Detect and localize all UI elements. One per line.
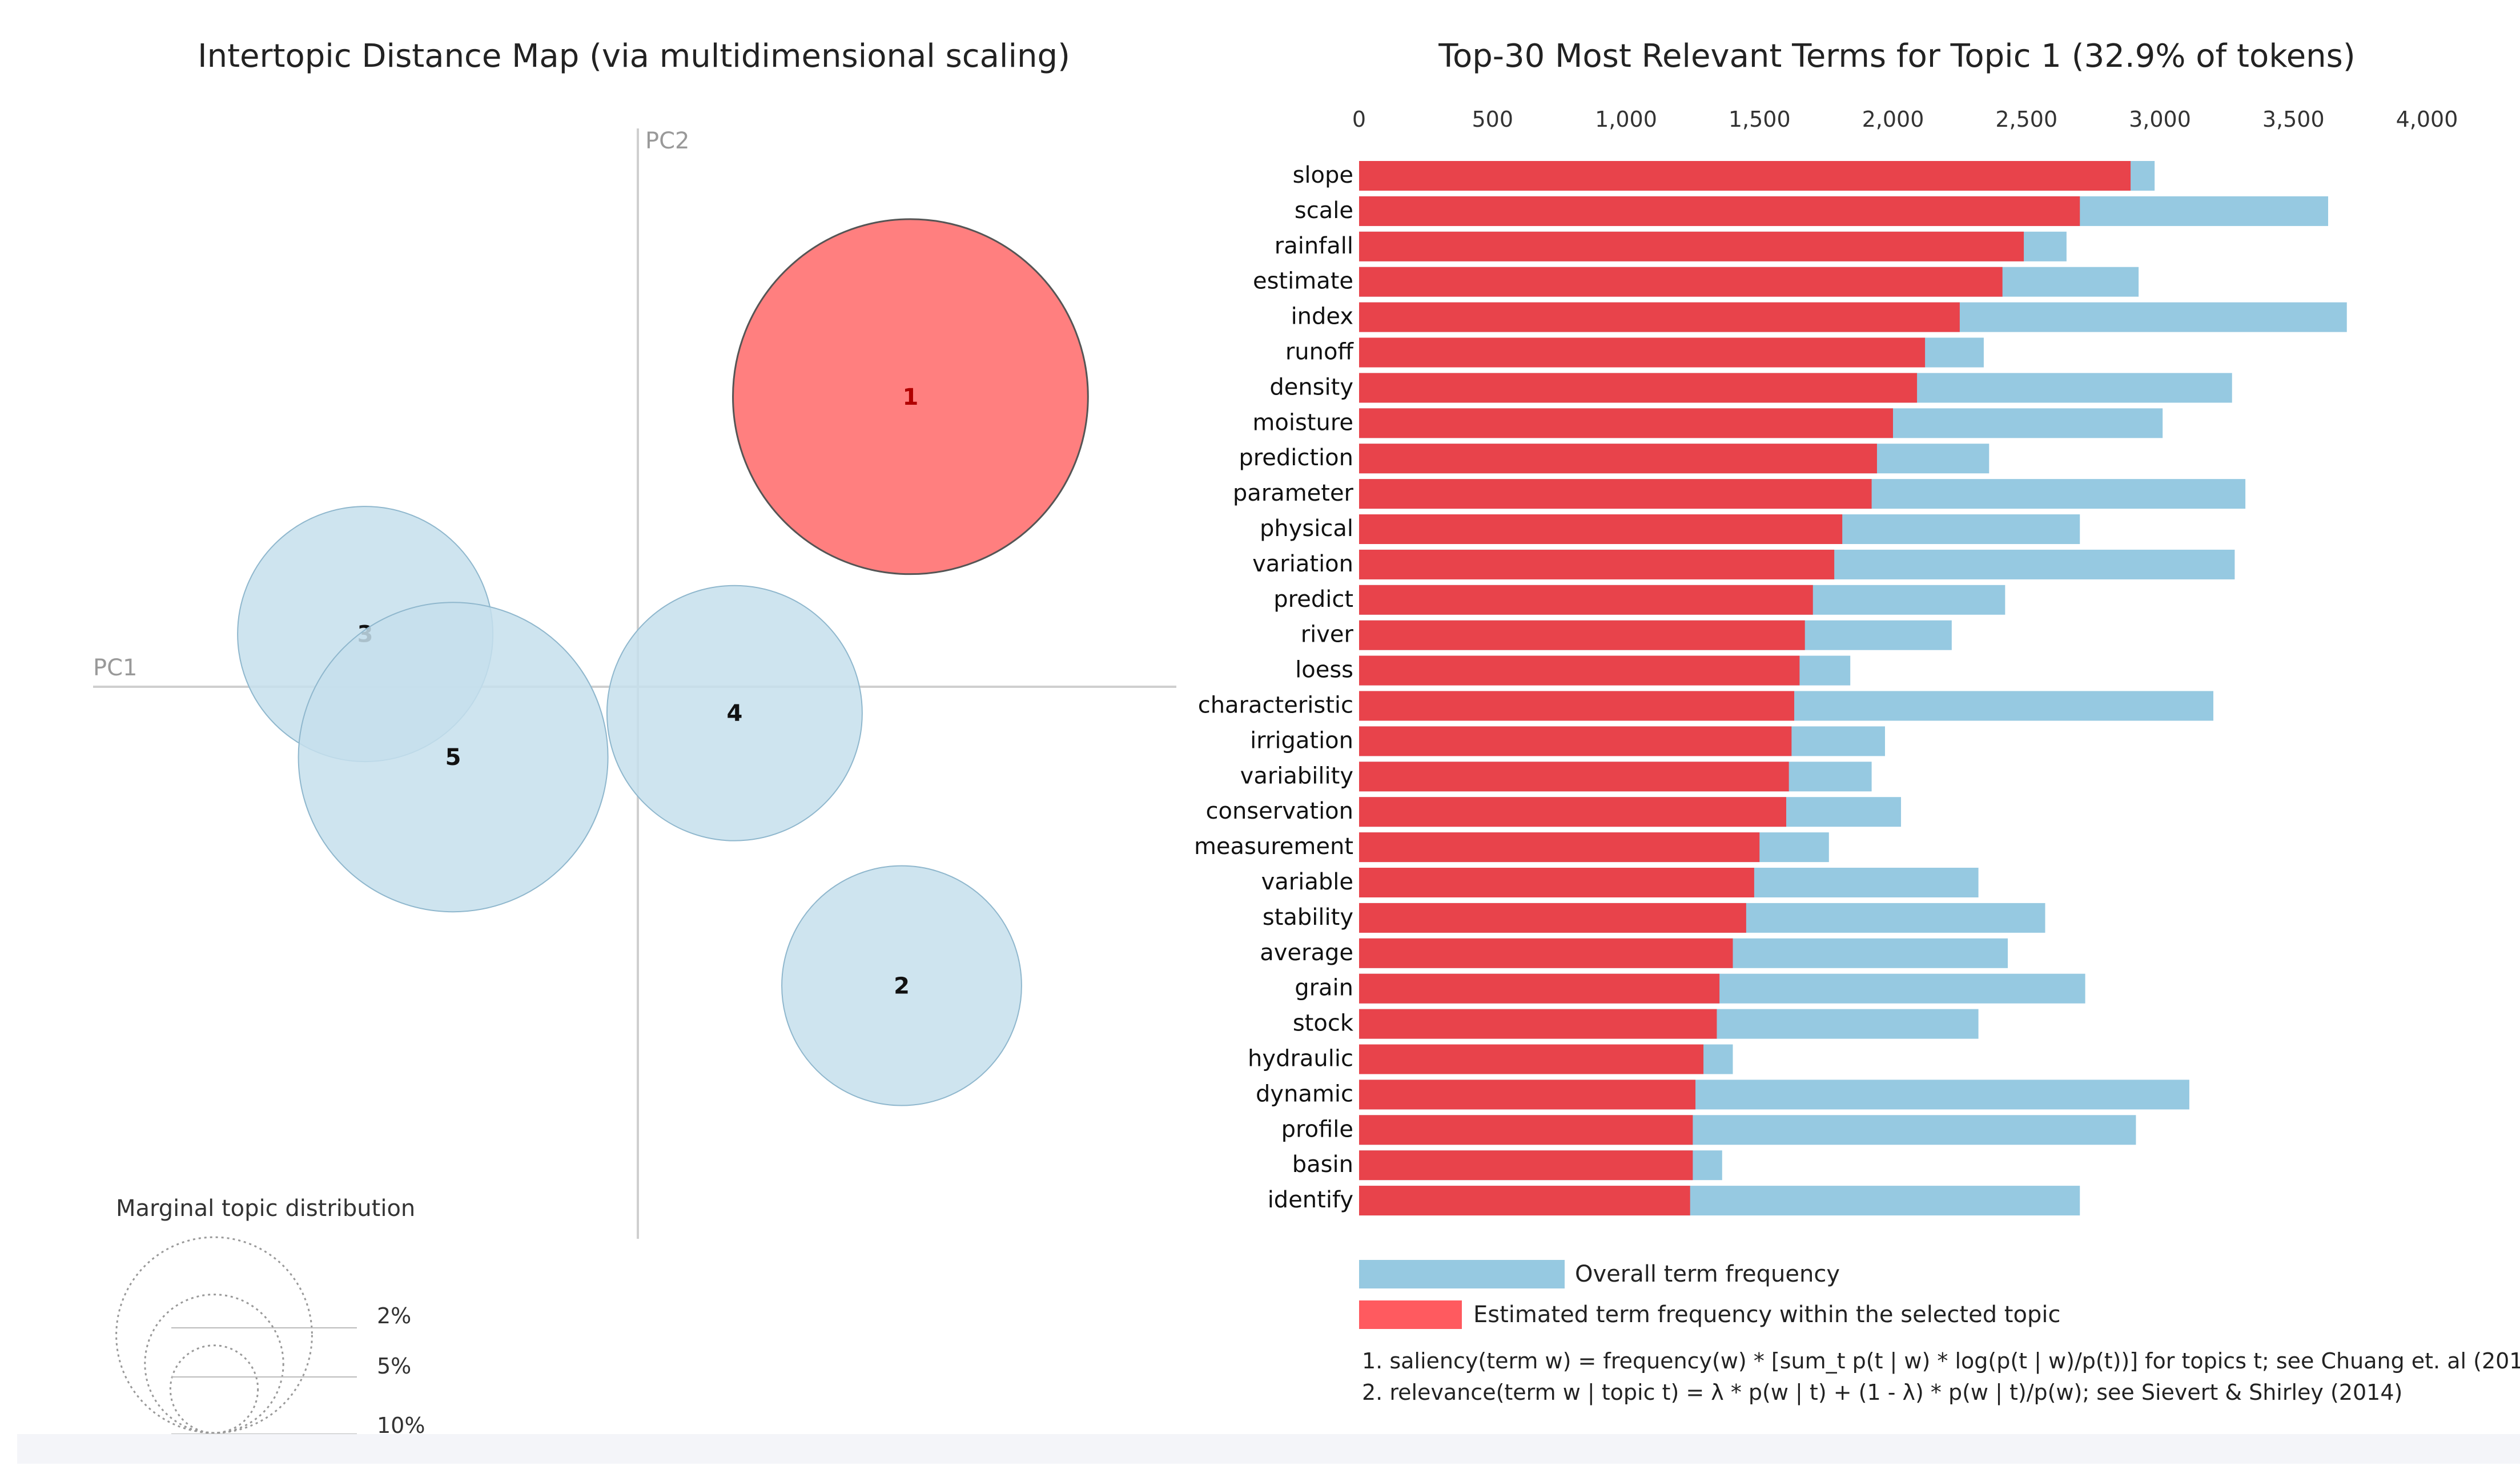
marginal-legend-title: Marginal topic distribution (116, 1195, 415, 1222)
term-label-profile[interactable]: profile (1281, 1116, 1353, 1142)
bar-topic-average[interactable] (1359, 938, 1733, 968)
term-label-variability[interactable]: variability (1240, 763, 1353, 789)
intertopic-map-title: Intertopic Distance Map (via multidimens… (198, 38, 1070, 75)
tick-label: 1,000 (1595, 107, 1657, 132)
bar-topic-slope[interactable] (1359, 161, 2131, 191)
footnote-relevance: 2. relevance(term w | topic t) = λ * p(w… (1362, 1380, 2402, 1405)
bar-topic-profile[interactable] (1359, 1115, 1693, 1145)
term-label-characteristic[interactable]: characteristic (1198, 692, 1353, 719)
bar-topic-variability[interactable] (1359, 762, 1789, 792)
tick-label: 500 (1472, 107, 1513, 132)
bar-topic-measurement[interactable] (1359, 832, 1760, 863)
term-label-variable[interactable]: variable (1261, 869, 1353, 895)
bar-topic-stock[interactable] (1359, 1009, 1717, 1039)
bar-topic-variation[interactable] (1359, 549, 1835, 579)
term-label-average[interactable]: average (1260, 940, 1353, 966)
pc2-axis-label: PC2 (645, 128, 690, 154)
topic-label-1: 1 (902, 384, 918, 410)
legend-estimated-label: Estimated term frequency within the sele… (1473, 1302, 2060, 1328)
term-label-physical[interactable]: physical (1260, 515, 1353, 542)
tick-label: 3,500 (2262, 107, 2325, 132)
bar-topic-irrigation[interactable] (1359, 726, 1792, 756)
term-label-stock[interactable]: stock (1293, 1010, 1354, 1037)
bar-topic-river[interactable] (1359, 620, 1805, 650)
term-label-moisture[interactable]: moisture (1252, 409, 1353, 436)
bottom-strip (17, 1434, 2520, 1464)
legend-size-10pct: 10% (377, 1413, 425, 1438)
legend-circle-2 (169, 1344, 259, 1434)
topic-circle-5[interactable] (298, 602, 609, 913)
legend-circle-10 (115, 1236, 313, 1434)
bar-topic-hydraulic[interactable] (1359, 1044, 1704, 1074)
tick-label: 3,000 (2129, 107, 2191, 132)
legend-estimated-swatch (1359, 1300, 1462, 1329)
bar-topic-density[interactable] (1359, 373, 1918, 403)
term-label-prediction[interactable]: prediction (1239, 445, 1353, 471)
legend-overall-label: Overall term frequency (1575, 1261, 1840, 1287)
bar-topic-stability[interactable] (1359, 903, 1746, 933)
tick-label: 0 (1352, 107, 1366, 132)
bar-topic-rainfall[interactable] (1359, 231, 2024, 261)
term-label-density[interactable]: density (1269, 374, 1353, 400)
bar-topic-conservation[interactable] (1359, 797, 1786, 827)
term-label-loess[interactable]: loess (1295, 657, 1353, 683)
bar-topic-dynamic[interactable] (1359, 1080, 1696, 1110)
bar-topic-variable[interactable] (1359, 868, 1754, 897)
bar-topic-prediction[interactable] (1359, 444, 1877, 474)
bar-topic-physical[interactable] (1359, 514, 1843, 544)
term-label-slope[interactable]: slope (1293, 162, 1353, 188)
bar-topic-scale[interactable] (1359, 196, 2080, 226)
footnote-saliency: 1. saliency(term w) = frequency(w) * [su… (1362, 1348, 2520, 1374)
term-label-scale[interactable]: scale (1295, 198, 1353, 224)
bar-topic-basin[interactable] (1359, 1150, 1693, 1181)
bar-topic-grain[interactable] (1359, 973, 1720, 1004)
bar-topic-loess[interactable] (1359, 655, 1800, 686)
bar-topic-identify[interactable] (1359, 1186, 1690, 1216)
term-label-dynamic[interactable]: dynamic (1256, 1081, 1353, 1107)
bar-topic-moisture[interactable] (1359, 408, 1893, 438)
term-label-rainfall[interactable]: rainfall (1275, 233, 1353, 259)
legend-size-2pct: 2% (377, 1303, 411, 1328)
legend-size-5pct: 5% (377, 1354, 411, 1379)
bar-topic-estimate[interactable] (1359, 267, 2003, 297)
term-label-grain[interactable]: grain (1295, 975, 1353, 1001)
topic-label-2: 2 (894, 973, 910, 1000)
legend-circle-5 (144, 1294, 284, 1434)
term-label-basin[interactable]: basin (1292, 1151, 1353, 1178)
tick-label: 4,000 (2396, 107, 2458, 132)
term-label-estimate[interactable]: estimate (1253, 268, 1353, 295)
bar-topic-predict[interactable] (1359, 585, 1813, 615)
term-label-measurement[interactable]: measurement (1194, 833, 1353, 860)
term-label-irrigation[interactable]: irrigation (1250, 727, 1353, 754)
term-label-index[interactable]: index (1291, 304, 1353, 330)
term-label-variation[interactable]: variation (1252, 551, 1353, 577)
topic-label-5: 5 (445, 744, 461, 771)
pc1-axis-label: PC1 (93, 655, 138, 681)
term-label-stability[interactable]: stability (1263, 904, 1353, 931)
relevant-terms-title: Top-30 Most Relevant Terms for Topic 1 (… (1438, 38, 2355, 75)
topic-circle-2[interactable] (781, 865, 1022, 1106)
bar-topic-index[interactable] (1359, 302, 1960, 332)
tick-label: 2,000 (1862, 107, 1924, 132)
tick-label: 1,500 (1729, 107, 1791, 132)
term-label-identify[interactable]: identify (1268, 1187, 1353, 1213)
topic-label-4: 4 (726, 700, 742, 727)
topic-circle-4[interactable] (606, 585, 863, 841)
term-label-conservation[interactable]: conservation (1205, 798, 1353, 824)
bar-topic-characteristic[interactable] (1359, 691, 1795, 721)
legend-overall-swatch (1359, 1260, 1565, 1288)
term-label-predict[interactable]: predict (1273, 586, 1353, 613)
bar-topic-runoff[interactable] (1359, 337, 1926, 368)
term-label-hydraulic[interactable]: hydraulic (1248, 1046, 1353, 1072)
tick-label: 2,500 (1995, 107, 2057, 132)
term-label-river[interactable]: river (1301, 622, 1354, 648)
term-label-parameter[interactable]: parameter (1233, 480, 1354, 506)
term-label-runoff[interactable]: runoff (1285, 339, 1355, 365)
bar-topic-parameter[interactable] (1359, 479, 1872, 509)
topic-circle-1[interactable] (732, 218, 1089, 575)
